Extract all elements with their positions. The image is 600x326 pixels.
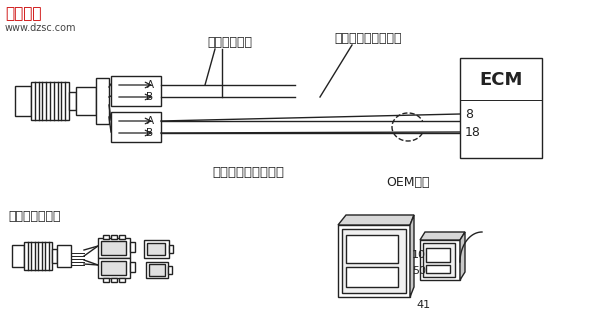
- Bar: [12, 245, 24, 267]
- Bar: [346, 267, 398, 287]
- Bar: [111, 278, 117, 282]
- Text: B: B: [146, 128, 154, 138]
- Polygon shape: [420, 232, 465, 240]
- Bar: [111, 76, 161, 106]
- Bar: [346, 235, 398, 263]
- Text: www.dzsc.com: www.dzsc.com: [5, 23, 77, 33]
- Bar: [420, 240, 460, 280]
- Bar: [426, 248, 450, 262]
- Bar: [103, 278, 109, 282]
- Bar: [130, 262, 135, 272]
- Text: A: A: [146, 116, 154, 126]
- Bar: [342, 229, 406, 293]
- Text: A: A: [146, 80, 154, 90]
- Bar: [52, 249, 57, 263]
- Text: 41: 41: [416, 300, 430, 310]
- Bar: [24, 242, 52, 270]
- Bar: [146, 262, 168, 278]
- Polygon shape: [338, 215, 414, 225]
- Bar: [98, 258, 130, 278]
- Bar: [169, 245, 173, 253]
- Bar: [119, 278, 125, 282]
- Text: 维库一下: 维库一下: [5, 7, 41, 22]
- Bar: [69, 92, 76, 110]
- Bar: [15, 86, 31, 116]
- Text: OEM线束: OEM线束: [386, 176, 430, 189]
- Text: 车辆速度传感器信号: 车辆速度传感器信号: [334, 32, 402, 45]
- Bar: [423, 243, 455, 277]
- Bar: [144, 240, 169, 258]
- Bar: [426, 265, 450, 273]
- Bar: [31, 82, 69, 120]
- Text: 50: 50: [412, 266, 426, 276]
- Bar: [57, 245, 71, 267]
- Bar: [130, 242, 135, 252]
- Text: 至车辆转速表: 至车辆转速表: [208, 36, 253, 49]
- Text: 车辆速度传感器: 车辆速度传感器: [8, 210, 61, 223]
- Text: 10: 10: [412, 250, 426, 260]
- Text: 车辆速度传感器回路: 车辆速度传感器回路: [212, 166, 284, 179]
- Bar: [338, 225, 410, 297]
- Bar: [147, 243, 165, 255]
- Polygon shape: [410, 215, 414, 297]
- Bar: [76, 87, 96, 115]
- Bar: [101, 261, 126, 275]
- Text: B: B: [146, 92, 154, 102]
- Bar: [149, 264, 165, 276]
- Bar: [101, 241, 126, 255]
- Text: ECM: ECM: [479, 71, 523, 89]
- Polygon shape: [460, 232, 465, 280]
- Text: 18: 18: [465, 126, 481, 139]
- Bar: [98, 238, 130, 258]
- Bar: [168, 266, 172, 274]
- Bar: [103, 235, 109, 239]
- Bar: [119, 235, 125, 239]
- Bar: [96, 78, 109, 124]
- Bar: [111, 235, 117, 239]
- Bar: [460, 58, 542, 158]
- Text: 8: 8: [465, 108, 473, 121]
- Bar: [111, 112, 161, 142]
